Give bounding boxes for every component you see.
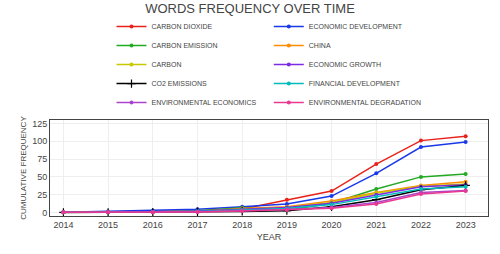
svg-text:2023: 2023 [456,220,476,230]
svg-text:ECONOMIC GROWTH: ECONOMIC GROWTH [309,61,381,68]
svg-text:100: 100 [32,136,47,146]
svg-text:ENVIRONMENTAL ECONOMICS: ENVIRONMENTAL ECONOMICS [152,99,257,106]
svg-text:ENVIRONMENTAL DEGRADATION: ENVIRONMENTAL DEGRADATION [309,99,421,106]
svg-text:75: 75 [37,154,47,164]
svg-text:2016: 2016 [143,220,163,230]
svg-text:CHINA: CHINA [309,42,331,49]
svg-text:2018: 2018 [232,220,252,230]
svg-text:2021: 2021 [366,220,386,230]
svg-text:50: 50 [37,172,47,182]
svg-text:CO2 EMISSIONS: CO2 EMISSIONS [152,80,208,87]
svg-text:CARBON EMISSION: CARBON EMISSION [152,42,218,49]
svg-text:2019: 2019 [277,220,297,230]
svg-text:2020: 2020 [322,220,342,230]
svg-text:0: 0 [42,208,47,218]
svg-text:FINANCIAL DEVELOPMENT: FINANCIAL DEVELOPMENT [309,80,401,87]
svg-text:WORDS FREQUENCY OVER TIME: WORDS FREQUENCY OVER TIME [145,1,355,16]
svg-text:2014: 2014 [53,220,73,230]
svg-text:2015: 2015 [98,220,118,230]
svg-text:2022: 2022 [411,220,431,230]
svg-text:25: 25 [37,190,47,200]
svg-text:YEAR: YEAR [257,232,282,242]
svg-text:ECONOMIC DEVELOPMENT: ECONOMIC DEVELOPMENT [309,23,403,30]
svg-text:CARBON DIOXIDE: CARBON DIOXIDE [152,23,213,30]
svg-text:125: 125 [32,119,47,129]
svg-text:CARBON: CARBON [152,61,182,68]
svg-text:2017: 2017 [187,220,207,230]
svg-text:CUMULATIVE FREQUENCY: CUMULATIVE FREQUENCY [19,116,28,220]
